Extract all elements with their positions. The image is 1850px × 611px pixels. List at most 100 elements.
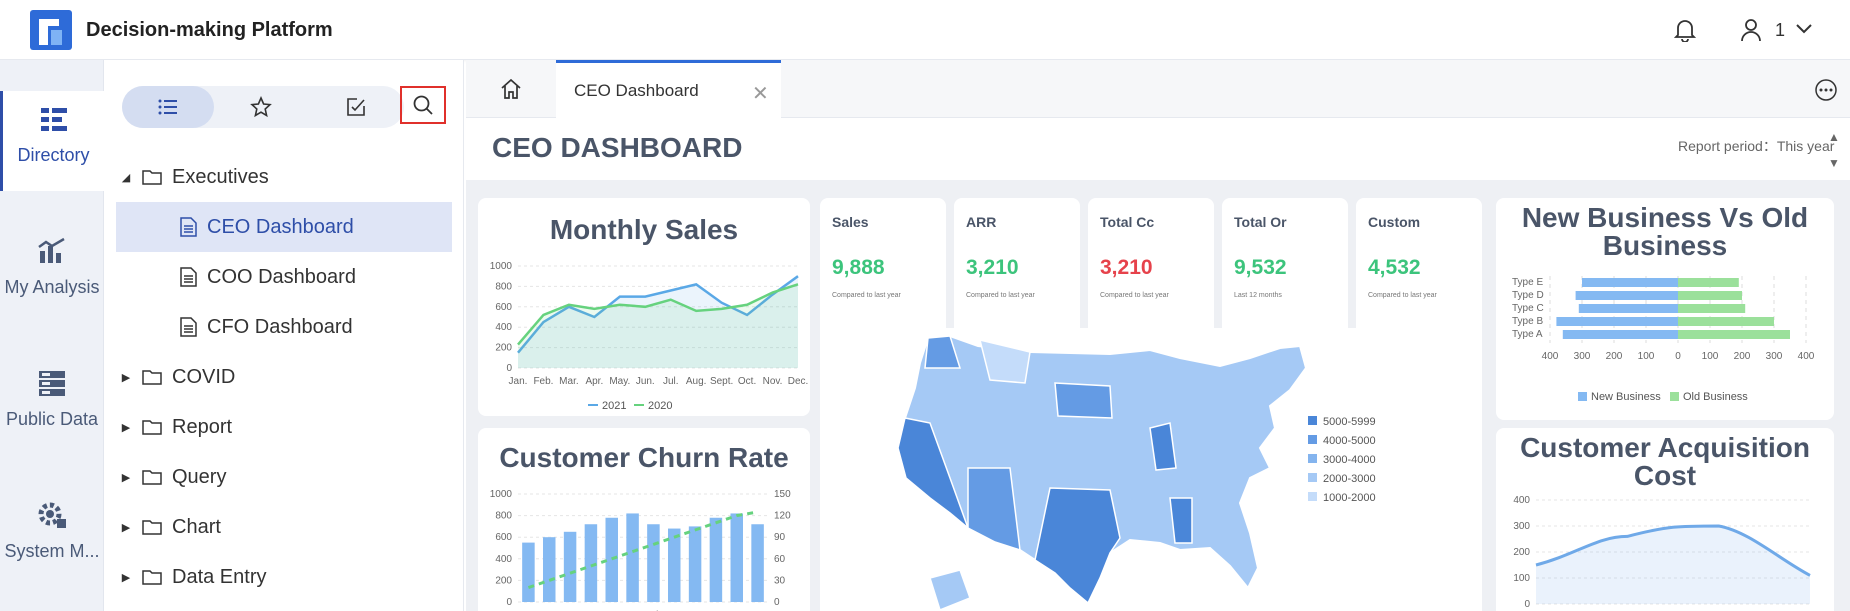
nav-system-management[interactable]: System M... (0, 487, 104, 587)
nav-label: Public Data (5, 409, 99, 429)
y-tick-label: 200 (495, 575, 512, 586)
map-legend-item: 4000-5000 (1308, 435, 1376, 454)
legend-swatch (1308, 492, 1317, 501)
caret-right-icon[interactable]: ▶ (121, 421, 131, 434)
x-tick-label: Dec. (788, 376, 809, 387)
tree-folder-report[interactable]: ▶ Report (116, 402, 452, 452)
tree-folder-query[interactable]: ▶ Query (116, 452, 452, 502)
tree-label: COVID (172, 365, 236, 388)
bar-new-business (1562, 330, 1678, 339)
bar (751, 524, 764, 602)
legend-label: 1000-2000 (1323, 492, 1376, 504)
tree-folder-covid[interactable]: ▶ COVID (116, 352, 452, 402)
y-tick-label: 400 (1513, 495, 1530, 506)
caret-right-icon[interactable]: ▶ (121, 371, 131, 384)
trend-line (527, 510, 758, 590)
more-options-icon[interactable] (1814, 78, 1838, 102)
y-tick-label: 800 (495, 281, 512, 292)
search-button[interactable] (400, 86, 446, 124)
tree-item-coo-dashboard[interactable]: COO Dashboard (116, 252, 452, 302)
tasks-button[interactable] (308, 86, 404, 128)
y-tick-label: Type C (1512, 303, 1544, 314)
user-icon[interactable] (1740, 18, 1762, 42)
legend-label: 2020 (648, 400, 672, 412)
tree-label: Query (172, 465, 227, 488)
x-tick-label: 0 (1675, 351, 1681, 362)
legend-label: 3000-4000 (1323, 454, 1376, 466)
y-tick-label: 100 (1513, 573, 1530, 584)
caret-right-icon[interactable]: ▶ (121, 571, 131, 584)
x-tick-label: Feb. (533, 376, 553, 387)
folder-icon (142, 170, 162, 185)
y2-tick-label: 120 (774, 511, 791, 522)
settings-icon (38, 502, 66, 528)
kpi-value: 3,210 (966, 256, 1019, 279)
caret-down-icon[interactable]: ◢ (121, 171, 131, 184)
tree-label: CFO Dashboard (207, 315, 353, 338)
tree-folder-executives[interactable]: ◢ Executives (116, 152, 452, 202)
caret-right-icon[interactable]: ▶ (121, 521, 131, 534)
scroll-down-arrow-icon[interactable]: ▼ (1828, 156, 1840, 170)
acquisition-cost-chart: 0100200300400Q1Q2Q3Q4 (1513, 495, 1817, 611)
bar (709, 517, 723, 602)
bar (688, 526, 702, 602)
caret-right-icon[interactable]: ▶ (121, 471, 131, 484)
bar (605, 517, 618, 602)
bell-icon[interactable] (1674, 18, 1696, 42)
analysis-icon (38, 237, 65, 263)
map-legend: 5000-5999 4000-5000 3000-4000 2000-3000 … (1308, 416, 1376, 511)
folder-icon (142, 520, 162, 535)
y2-tick-label: 0 (774, 597, 780, 608)
y-tick-label: 800 (495, 511, 512, 522)
tree-item-cfo-dashboard[interactable]: CFO Dashboard (116, 302, 452, 352)
tab-label: CEO Dashboard (574, 80, 699, 100)
search-icon (413, 95, 433, 115)
bar (522, 542, 535, 602)
home-tab[interactable] (466, 60, 556, 118)
kpi-label: Sales (832, 214, 869, 230)
x-tick-label: Sept. (710, 376, 733, 387)
tree-item-ceo-dashboard[interactable]: CEO Dashboard (116, 202, 452, 252)
series-line (517, 275, 799, 354)
chevron-down-icon[interactable] (1795, 22, 1813, 36)
kpi-label: Total Or (1234, 214, 1287, 230)
app-title: Decision-making Platform (86, 19, 333, 41)
bar (543, 537, 556, 602)
legend-swatch (1670, 392, 1679, 401)
tab-ceo-dashboard[interactable]: CEO Dashboard ✕ (556, 60, 781, 118)
kpi-card-arr: ARR 3,210 Compared to last year (954, 198, 1080, 348)
map-legend-item: 5000-5999 (1308, 416, 1376, 435)
y2-tick-label: 90 (774, 532, 786, 543)
y-tick-label: Type D (1512, 290, 1544, 301)
y-tick-label: 400 (495, 322, 512, 333)
legend-label: Old Business (1683, 391, 1748, 403)
bar-new-business (1575, 291, 1678, 300)
dashboard-title: CEO DASHBOARD (492, 132, 743, 163)
kpi-note: Compared to last year (1100, 292, 1169, 299)
scroll-up-arrow-icon[interactable]: ▲ (1828, 130, 1840, 144)
us-map-card: 5000-5999 4000-5000 3000-4000 2000-3000 … (820, 328, 1482, 611)
favorites-button[interactable] (214, 86, 308, 128)
kpi-note: Compared to last year (832, 292, 901, 299)
tree-folder-data-entry[interactable]: ▶ Data Entry (116, 552, 452, 602)
series-area (518, 284, 798, 368)
list-view-icon[interactable] (122, 86, 214, 128)
legend-swatch (1308, 454, 1317, 463)
y-tick-label: 200 (1513, 547, 1530, 558)
nav-my-analysis[interactable]: My Analysis (0, 223, 104, 323)
kpi-label: Total Cc (1100, 214, 1155, 230)
bar-new-business (1556, 317, 1678, 326)
kpi-value: 4,532 (1368, 256, 1421, 279)
tree-folder-chart[interactable]: ▶ Chart (116, 502, 452, 552)
nav-public-data[interactable]: Public Data (0, 355, 104, 455)
y-tick-label: 0 (506, 597, 512, 608)
y-tick-label: 600 (495, 532, 512, 543)
user-name[interactable]: 1 (1775, 20, 1786, 40)
series-line (1535, 524, 1811, 577)
nav-directory[interactable]: Directory (0, 91, 104, 191)
close-icon[interactable]: ✕ (752, 83, 769, 105)
nav-label: My Analysis (4, 277, 100, 297)
tree-label: Chart (172, 515, 221, 538)
list-icon (158, 99, 177, 115)
report-period: Report period：This year (1678, 138, 1835, 154)
